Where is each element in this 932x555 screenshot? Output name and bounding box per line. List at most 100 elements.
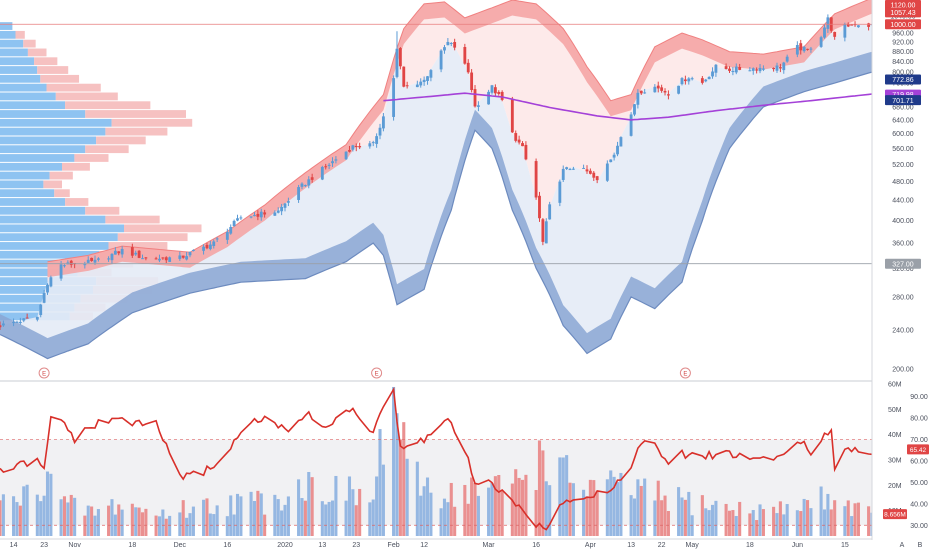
y-tick-label: 800.00 bbox=[892, 70, 914, 77]
volume-bar bbox=[334, 475, 338, 536]
candle bbox=[680, 77, 684, 86]
candle bbox=[619, 136, 623, 147]
candle bbox=[758, 64, 762, 74]
candle bbox=[191, 249, 195, 252]
x-tick-label: Dec bbox=[174, 542, 187, 549]
volume-bar bbox=[761, 509, 765, 536]
profile-bar-up bbox=[0, 66, 38, 74]
candle bbox=[168, 256, 172, 262]
volume-bar bbox=[660, 500, 664, 536]
candle bbox=[775, 62, 779, 73]
volume-bar bbox=[510, 483, 514, 536]
candle-body bbox=[775, 65, 779, 71]
price-tag-label: 772.86 bbox=[892, 77, 914, 84]
volume-bar bbox=[558, 457, 562, 536]
volume-bar bbox=[619, 472, 623, 536]
candle bbox=[134, 250, 138, 256]
candle bbox=[415, 80, 419, 88]
candle-body bbox=[348, 150, 351, 152]
candle-body bbox=[653, 86, 657, 93]
upper-band-rim bbox=[47, 0, 872, 278]
candle bbox=[850, 24, 854, 26]
volume-bar bbox=[307, 471, 311, 536]
profile-bar-up bbox=[0, 250, 100, 259]
candle bbox=[517, 135, 521, 145]
candle-body bbox=[39, 304, 43, 316]
volume-bar bbox=[466, 503, 470, 536]
candle bbox=[534, 158, 538, 200]
candle-body bbox=[846, 23, 850, 27]
profile-bar-up bbox=[0, 39, 24, 48]
candle-body bbox=[809, 48, 813, 50]
candle bbox=[239, 215, 243, 220]
volume-bar bbox=[846, 500, 850, 536]
x-tick-label: 12 bbox=[420, 542, 428, 549]
earnings-marker-label: E bbox=[375, 372, 379, 378]
candle-body bbox=[59, 264, 63, 279]
candle bbox=[110, 253, 114, 264]
volume-bar bbox=[86, 505, 90, 536]
candle-body bbox=[683, 79, 687, 82]
log-scale-toggle[interactable]: B bbox=[918, 542, 923, 549]
candle-body bbox=[778, 67, 782, 69]
price-tag: 1057.43 bbox=[885, 7, 921, 18]
x-tick-label: Jun bbox=[792, 542, 803, 549]
candle-body bbox=[191, 249, 195, 251]
volume-tick-label: 40M bbox=[888, 432, 902, 439]
candle bbox=[585, 165, 589, 174]
candle bbox=[395, 48, 399, 79]
auto-scale-toggle[interactable]: A bbox=[900, 542, 905, 549]
candle-body bbox=[161, 257, 165, 259]
volume-bar bbox=[225, 516, 229, 536]
volume-bar bbox=[188, 513, 192, 536]
candle bbox=[592, 171, 596, 181]
profile-bar-down bbox=[49, 171, 73, 180]
candle-body bbox=[273, 212, 277, 216]
candle bbox=[731, 66, 735, 76]
volume-bar bbox=[358, 488, 362, 536]
volume-bar bbox=[605, 479, 609, 536]
candle bbox=[439, 49, 443, 73]
candle-body bbox=[806, 48, 809, 50]
volume-bar bbox=[110, 499, 114, 536]
volume-bar bbox=[710, 504, 715, 536]
volume-bar bbox=[588, 479, 592, 536]
candle bbox=[802, 45, 806, 53]
price-tag-label: 701.71 bbox=[892, 98, 914, 105]
candle bbox=[161, 257, 165, 260]
candle-body bbox=[524, 144, 528, 160]
candle bbox=[734, 63, 738, 75]
x-tick-label: 16 bbox=[223, 542, 231, 549]
candle bbox=[422, 76, 426, 86]
candle-body bbox=[758, 67, 762, 72]
candle bbox=[15, 320, 19, 323]
volume-bar bbox=[867, 506, 871, 536]
candle-body bbox=[582, 167, 586, 169]
x-tick-label: 15 bbox=[841, 542, 849, 549]
candle bbox=[280, 203, 284, 216]
candle bbox=[229, 224, 233, 235]
volume-bar bbox=[1, 494, 5, 536]
volume-bar bbox=[850, 516, 854, 536]
volume-bar bbox=[609, 470, 613, 536]
candle bbox=[500, 90, 504, 102]
price-tag-label: 1057.43 bbox=[890, 10, 915, 17]
candle-body bbox=[819, 37, 823, 47]
candle-body bbox=[398, 48, 402, 67]
volume-tick-label: 20M bbox=[888, 483, 902, 490]
candle-body bbox=[707, 76, 711, 80]
candle-body bbox=[259, 211, 263, 218]
volume-bar bbox=[446, 502, 450, 536]
oscillator-tick-label: 60.00 bbox=[910, 459, 928, 466]
candle bbox=[398, 47, 402, 70]
oscillator-tag-box bbox=[907, 444, 929, 455]
volume-bar bbox=[632, 498, 637, 536]
profile-bar-up bbox=[0, 206, 86, 215]
profile-bar-up bbox=[0, 110, 86, 118]
candle bbox=[785, 54, 789, 63]
y-tick-label: 480.00 bbox=[892, 179, 914, 186]
candle-body bbox=[18, 322, 22, 324]
volume-bar bbox=[490, 483, 494, 536]
candle bbox=[473, 85, 477, 108]
